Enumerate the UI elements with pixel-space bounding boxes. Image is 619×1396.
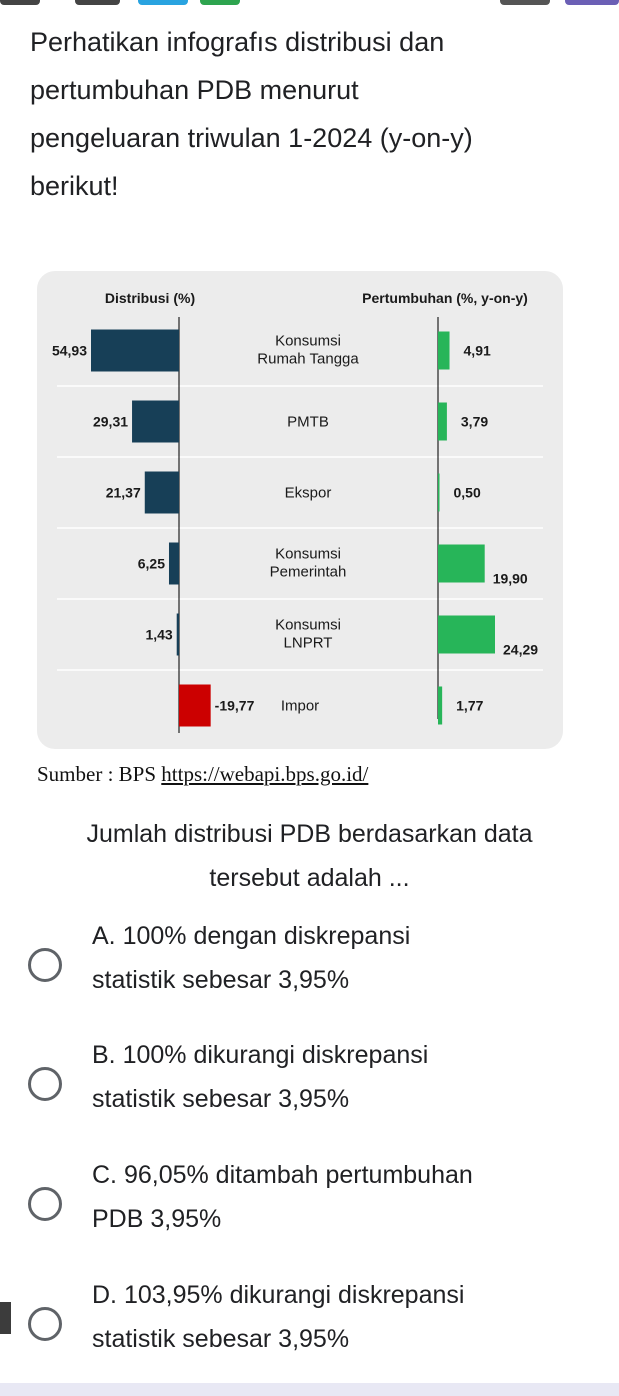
growth-label: 0,50 xyxy=(454,485,481,501)
growth-label: 19,90 xyxy=(493,571,528,587)
growth-bar xyxy=(438,473,440,512)
category-label: Impor xyxy=(281,698,319,715)
option-label: C. 96,05% ditambah pertumbuhan PDB 3,95% xyxy=(92,1153,592,1241)
scroll-marker xyxy=(0,1302,11,1334)
growth-bar xyxy=(438,402,447,441)
option-line: PDB 3,95% xyxy=(92,1205,222,1233)
category-label: Pemerintah xyxy=(270,564,347,581)
option-line: statistik sebesar 3,95% xyxy=(92,966,350,994)
growth-title: Pertumbuhan (%, y-on-y) xyxy=(362,290,528,306)
pdb-chart: Distribusi (%) Pertumbuhan (%, y-on-y) 54,… xyxy=(52,290,543,733)
distribution-bar xyxy=(144,471,179,514)
option-label: D. 103,95% dikurangi diskrepansi statist… xyxy=(92,1273,592,1361)
distribution-bar xyxy=(132,400,179,443)
option-c[interactable]: C. 96,05% ditambah pertumbuhan PDB 3,95% xyxy=(22,1153,602,1253)
option-line: B. 100% dikurangi diskrepansi xyxy=(92,1041,429,1069)
distribution-label: 54,93 xyxy=(52,343,87,359)
radio-button[interactable] xyxy=(28,1067,62,1101)
category-label: PMTB xyxy=(287,414,329,431)
distribution-label: 6,25 xyxy=(138,556,165,572)
distribution-bar xyxy=(179,684,211,727)
growth-bar xyxy=(438,615,495,654)
category-label: Konsumsi xyxy=(275,546,341,563)
option-label: B. 100% dikurangi diskrepansi statistik … xyxy=(92,1033,592,1121)
question-text: Perhatikan infografıs distribusi dan per… xyxy=(30,18,590,210)
source-prefix: Sumber : BPS xyxy=(37,762,162,786)
source-link[interactable]: https://webapi.bps.go.id/ xyxy=(161,762,369,786)
question-line: Perhatikan infografıs distribusi dan xyxy=(30,27,445,57)
category-label: Ekspor xyxy=(285,485,332,502)
category-label: Konsumsi xyxy=(275,617,341,634)
category-label: Konsumsi xyxy=(275,333,341,350)
option-label: A. 100% dengan diskrepansi statistik seb… xyxy=(92,914,592,1002)
option-d[interactable]: D. 103,95% dikurangi diskrepansi statist… xyxy=(22,1273,602,1373)
top-status-strip xyxy=(0,0,619,6)
growth-label: 1,77 xyxy=(456,698,483,714)
option-line: D. 103,95% dikurangi diskrepansi xyxy=(92,1281,465,1309)
distribution-title: Distribusi (%) xyxy=(105,290,195,306)
radio-button[interactable] xyxy=(28,1187,62,1221)
option-line: A. 100% dengan diskrepansi xyxy=(92,922,411,950)
question-line: berikut! xyxy=(30,171,119,201)
bottom-bar xyxy=(0,1383,619,1396)
question-line: pengeluaran triwulan 1-2024 (y-on-y) xyxy=(30,123,473,153)
question-prompt: Jumlah distribusi PDB berdasarkan data t… xyxy=(0,812,619,900)
option-a[interactable]: A. 100% dengan diskrepansi statistik seb… xyxy=(22,914,602,1014)
option-line: statistik sebesar 3,95% xyxy=(92,1325,350,1353)
distribution-label: 21,37 xyxy=(106,485,141,501)
option-b[interactable]: B. 100% dikurangi diskrepansi statistik … xyxy=(22,1033,602,1133)
option-line: statistik sebesar 3,95% xyxy=(92,1085,350,1113)
category-label: LNPRT xyxy=(284,635,333,652)
option-line: C. 96,05% ditambah pertumbuhan xyxy=(92,1161,473,1189)
distribution-bar xyxy=(91,329,179,372)
distribution-label: 29,31 xyxy=(93,414,128,430)
radio-button[interactable] xyxy=(28,948,62,982)
distribution-label: -19,77 xyxy=(215,698,255,714)
growth-label: 3,79 xyxy=(461,414,488,430)
growth-label: 24,29 xyxy=(503,642,538,658)
growth-label: 4,91 xyxy=(464,343,491,359)
infographic-card: Distribusi (%) Pertumbuhan (%, y-on-y) 54,… xyxy=(37,271,563,749)
category-label: Rumah Tangga xyxy=(257,351,359,368)
prompt-line: tersebut adalah ... xyxy=(209,864,410,892)
distribution-bar xyxy=(176,613,179,656)
growth-bar xyxy=(438,331,450,370)
prompt-line: Jumlah distribusi PDB berdasarkan data xyxy=(86,820,533,848)
growth-bar xyxy=(438,544,485,583)
radio-button[interactable] xyxy=(28,1307,62,1341)
question-line: pertumbuhan PDB menurut xyxy=(30,75,359,105)
distribution-bar xyxy=(168,542,179,585)
source-citation: Sumber : BPS https://webapi.bps.go.id/ xyxy=(37,762,368,787)
distribution-label: 1,43 xyxy=(145,627,172,643)
growth-bar xyxy=(438,686,443,725)
